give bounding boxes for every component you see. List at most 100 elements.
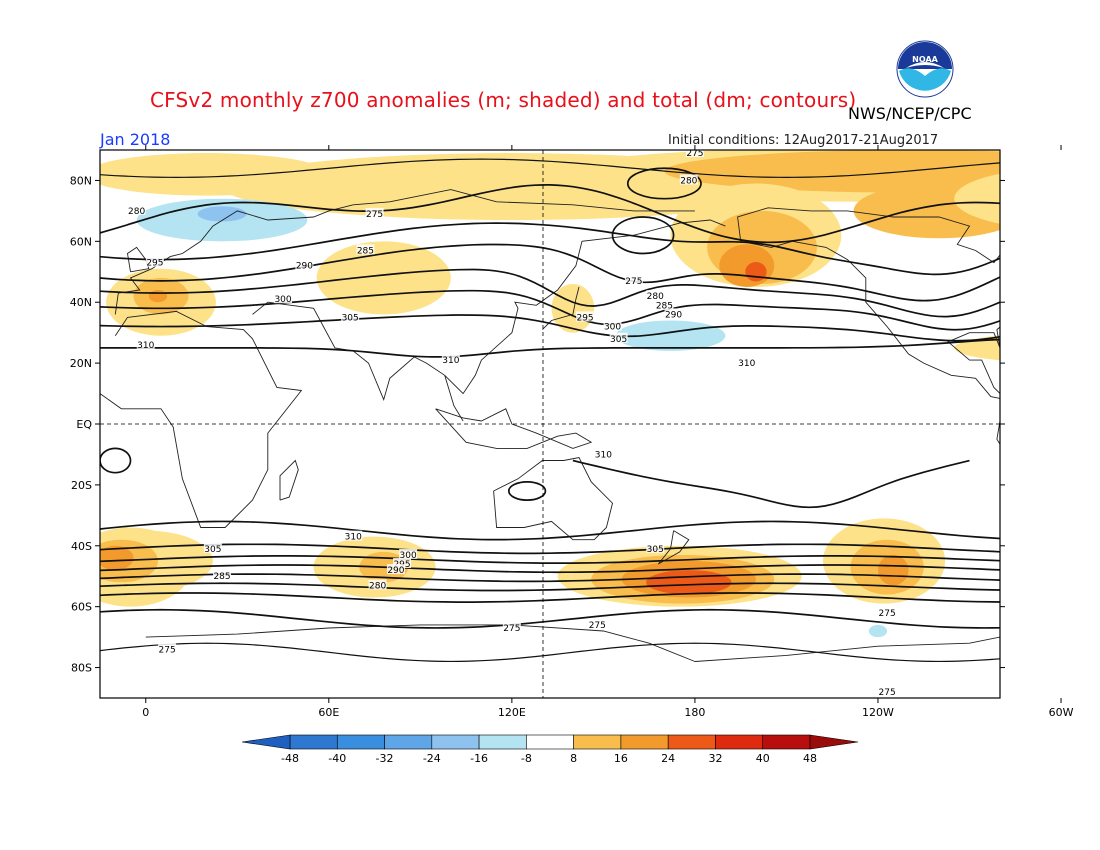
colorbar-segment (526, 734, 574, 750)
anomaly-shading (100, 150, 1100, 638)
coastline-arctic-asia (353, 189, 695, 212)
colorbar-label: 16 (614, 752, 628, 765)
colorbar-segment (573, 734, 622, 750)
contour-label: 275 (879, 688, 896, 698)
colorbar-segment (667, 734, 716, 750)
initial-conditions: Initial conditions: 12Aug2017-21Aug2017 (668, 133, 939, 148)
colorbar-segment (289, 734, 338, 750)
anomaly-region (877, 554, 909, 586)
coastline-australia (493, 456, 613, 541)
contour-label: 285 (213, 572, 230, 582)
contour-label: 290 (387, 566, 404, 576)
forecast-month: Jan 2018 (100, 130, 171, 149)
contour-label-bg (576, 311, 595, 322)
colorbar-label: -48 (281, 752, 299, 765)
contour-label-bg (1052, 308, 1070, 318)
contour-label-bg (1028, 546, 1046, 556)
anomaly-region (868, 624, 888, 638)
contour-label: 305 (1031, 320, 1048, 330)
contour-label-bg (1028, 564, 1046, 574)
latitude-axis: 80N 60N 40N 20N EQ 20S 40S 60S 80S (70, 174, 1005, 675)
colorbar-label: 40 (756, 752, 770, 765)
contour-label-bg (441, 354, 460, 365)
contour-label-bg (1076, 275, 1094, 285)
agency-label: NWS/NCEP/CPC (848, 104, 972, 123)
coastline-greenland (1021, 171, 1100, 238)
contour-label-bg (664, 308, 683, 319)
contour-label: 310 (137, 341, 154, 351)
contour-label: 285 (1068, 286, 1085, 296)
longitude-axis: 060E120E180120W60W0 (142, 145, 1074, 719)
contour-label-bg (274, 293, 293, 304)
contour-label-bg (502, 621, 521, 632)
contour-label: 275 (366, 210, 383, 220)
contour-label: 275 (879, 609, 896, 619)
colorbar-segment (431, 734, 480, 750)
contour-label: 295 (576, 313, 593, 323)
lat-label: 40S (71, 540, 92, 553)
lon-label: 60E (318, 706, 339, 719)
contour-label: 280 (680, 176, 697, 186)
chart-title: CFSv2 monthly z700 anomalies (m; shaded)… (150, 88, 857, 112)
coastline-north-america (737, 207, 1000, 399)
contour-label: 295 (146, 259, 163, 269)
contour-line-285 (100, 222, 1000, 276)
lon-label: 180 (684, 706, 705, 719)
contour-label-bg (624, 274, 643, 285)
contour-label: 300 (1028, 557, 1045, 567)
coastline-nz (657, 530, 690, 565)
anomaly-region (745, 262, 767, 282)
contour-label-bg (344, 530, 363, 541)
colorbar-label: -32 (376, 752, 394, 765)
colorbar-label: -16 (470, 752, 488, 765)
colorbar-segment (336, 734, 385, 750)
contour-label: 280 (1077, 277, 1094, 287)
coastline-europe (114, 204, 354, 315)
colorbar-label: 32 (708, 752, 722, 765)
contour-label-bg (158, 643, 177, 654)
contour-label: 285 (357, 246, 374, 256)
contour-label: 280 (1022, 594, 1039, 604)
closed-contour (611, 216, 675, 255)
contour-line-290 (100, 573, 1000, 583)
contour-label: 290 (1059, 292, 1076, 302)
contour-label-bg (203, 542, 222, 553)
lat-label: 20N (70, 357, 92, 370)
contour-label: 275 (503, 624, 520, 634)
colorbar-label: -24 (423, 752, 441, 765)
contour-label-bg (365, 207, 384, 218)
contour-label-bg (393, 558, 412, 569)
contour-label-bg (646, 542, 665, 553)
lon-label: 120E (498, 706, 526, 719)
contour-label-bg (1052, 226, 1070, 236)
contour-label: 280 (369, 581, 386, 591)
anomaly-region (148, 290, 168, 303)
contour-label-bg (878, 606, 897, 617)
coastline-south-america (996, 419, 1000, 445)
contour-line-285 (100, 582, 1000, 592)
contour-label-bg (1028, 555, 1046, 565)
contour-label-bg (1028, 573, 1046, 583)
lat-label: 40N (70, 296, 92, 309)
contour-label: 280 (128, 207, 145, 217)
coastline-indonesia (435, 408, 593, 449)
anomaly-region (646, 570, 732, 595)
contour-label-bg (399, 548, 418, 559)
lat-label: 80N (70, 174, 92, 187)
contour-label-bg (878, 685, 897, 696)
contour-label-bg (594, 448, 613, 459)
anomaly-region (100, 153, 329, 196)
noaa-logo-text: NOAA (912, 55, 938, 64)
contour-line-295 (100, 268, 1000, 318)
contour-label: 285 (1013, 584, 1030, 594)
contour-label: 280 (647, 292, 664, 302)
anomaly-region (1037, 226, 1100, 269)
lat-label: 80S (71, 662, 92, 675)
contour-label: 295 (1059, 301, 1076, 311)
coastlines (100, 171, 1100, 662)
contour-label-bg (1058, 290, 1076, 300)
contour-label: 275 (625, 277, 642, 287)
contour-label: 276 (1052, 228, 1069, 238)
contour-label: 300 (1052, 310, 1069, 320)
